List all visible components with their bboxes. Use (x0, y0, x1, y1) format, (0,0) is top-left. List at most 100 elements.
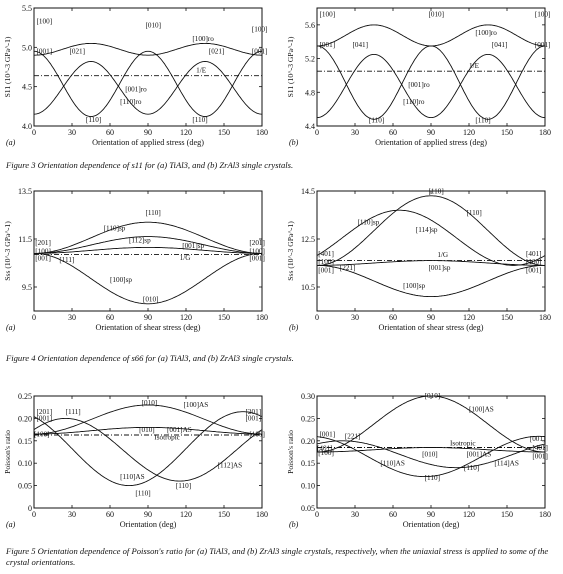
x-axis-label: Orientation of applied stress (deg) (375, 138, 487, 147)
annotation-label: [001] (249, 255, 265, 263)
series-line-114-sp (317, 209, 545, 266)
x-tick-label: 150 (501, 313, 513, 322)
annotation-label: [110]AS (380, 459, 405, 467)
annotation-label: [010] (143, 295, 159, 303)
annotation-label: Isotropic (154, 433, 180, 441)
annotation-label: [110] (145, 209, 160, 217)
series-line-001-ro (34, 61, 262, 115)
annotation-label: [111] (66, 408, 81, 416)
x-axis-label: Orientation of applied stress (deg) (92, 138, 204, 147)
y-tick-label: 0.15 (18, 437, 32, 446)
x-tick-label: 0 (315, 313, 319, 322)
annotation-label: [110] (369, 117, 384, 125)
series-line-112-as (34, 417, 262, 482)
annotation-label: [001]AS (466, 450, 491, 458)
y-tick-label: 14.5 (301, 187, 315, 196)
annotation-label: [100]ro (192, 35, 214, 43)
annotation-label: [201] (37, 408, 53, 416)
y-tick-label: 4.0 (22, 122, 32, 131)
series-line-110-sp (34, 221, 262, 254)
annotation-label: [001] (320, 41, 336, 49)
y-tick-label: 0.30 (301, 392, 315, 401)
series-line-100-as (34, 404, 262, 435)
annotation-label: [110] (86, 116, 101, 124)
annotation-label: [100] (320, 10, 336, 18)
x-tick-label: 150 (218, 313, 230, 322)
annotation-label: [112]AS (218, 462, 243, 470)
x-tick-label: 150 (218, 510, 230, 519)
series-line-110-as (317, 435, 545, 478)
x-tick-label: 0 (32, 313, 36, 322)
annotation-label: [100] (318, 449, 334, 457)
annotation-label: [110] (475, 117, 490, 125)
x-tick-label: 150 (501, 128, 513, 137)
x-tick-label: 180 (539, 510, 551, 519)
x-axis-label: Orientation (deg) (403, 520, 460, 529)
annotation-label: [100] (252, 26, 268, 34)
y-axis-label: Poisson's ratio (3, 430, 12, 474)
x-axis-label: Orientation of shear stress (deg) (95, 323, 200, 332)
annotation-label: [110] (192, 116, 207, 124)
x-tick-label: 0 (315, 128, 319, 137)
annotation-label: [010] (139, 426, 155, 434)
annotation-label: [001] (532, 453, 548, 461)
y-tick-label: 0.10 (301, 482, 315, 491)
y-tick-label: 5.6 (305, 21, 315, 30)
annotation-label: [401] (526, 250, 542, 258)
plot-frame (316, 7, 546, 127)
figure-3a-chart: 0 30 60 90 120 150 180 4.0 4.5 5.0 5.5 Orientation … (3, 4, 268, 147)
y-tick-label: 5.2 (305, 55, 315, 64)
x-tick-label: 90 (427, 313, 435, 322)
annotation-label: [010] (428, 10, 444, 18)
y-tick-label: 9.5 (22, 283, 32, 292)
x-tick-label: 0 (315, 510, 319, 519)
x-tick-label: 120 (463, 510, 475, 519)
x-tick-label: 0 (32, 510, 36, 519)
y-tick-label: 0.20 (301, 437, 315, 446)
annotation-label: [001] (320, 430, 336, 438)
annotation-label: 1/E (469, 62, 480, 70)
annotation-label: [001] (530, 435, 546, 443)
annotation-label: [110]ro (403, 98, 425, 106)
annotation-label: [112]sp (129, 237, 151, 245)
x-tick-label: 150 (501, 510, 513, 519)
annotation-label: [001]sp (428, 264, 450, 272)
y-tick-label: 0.10 (18, 459, 32, 468)
y-tick-label: 0.25 (301, 414, 315, 423)
annotation-label: [201] (35, 239, 51, 247)
series-line-112-sp (34, 236, 262, 254)
x-tick-label: 30 (68, 510, 76, 519)
annotation-label: [001] (37, 415, 53, 423)
x-tick-label: 90 (427, 128, 435, 137)
annotation-label: [100] (535, 10, 551, 18)
annotation-label: [110]AS (120, 473, 145, 481)
annotation-label: [111] (59, 256, 74, 264)
annotation-label: [221] (340, 264, 356, 272)
x-tick-label: 120 (180, 128, 192, 137)
x-tick-label: 60 (389, 128, 397, 137)
x-tick-label: 0 (32, 128, 36, 137)
annotation-label: [001] (246, 415, 262, 423)
annotation-label: [100]sp (110, 276, 132, 284)
x-tick-label: 90 (144, 128, 152, 137)
y-axis-label: Poisson's ratio (286, 430, 295, 474)
series-line-100-sp (317, 264, 545, 298)
x-tick-label: 60 (389, 313, 397, 322)
y-tick-label: 0.05 (301, 504, 315, 513)
x-tick-label: 120 (463, 313, 475, 322)
annotation-label: 1/G (437, 251, 448, 259)
annotation-label: [100] (249, 247, 265, 255)
annotation-label: [100]ro (475, 29, 497, 37)
annotation-label: [010] (145, 22, 161, 30)
y-tick-label: 13.5 (18, 187, 32, 196)
annotation-label: [100] (249, 430, 265, 438)
x-tick-label: 60 (106, 510, 114, 519)
annotation-label: [110]sp (104, 225, 126, 233)
series-line-100-ro (34, 42, 262, 56)
y-tick-label: 10.5 (301, 283, 315, 292)
panel-label: (a) (6, 138, 16, 147)
x-tick-label: 30 (351, 128, 359, 137)
series-line-100-ro (317, 24, 545, 47)
annotation-label: [110] (428, 187, 443, 195)
annotation-label: [110] (176, 482, 191, 490)
